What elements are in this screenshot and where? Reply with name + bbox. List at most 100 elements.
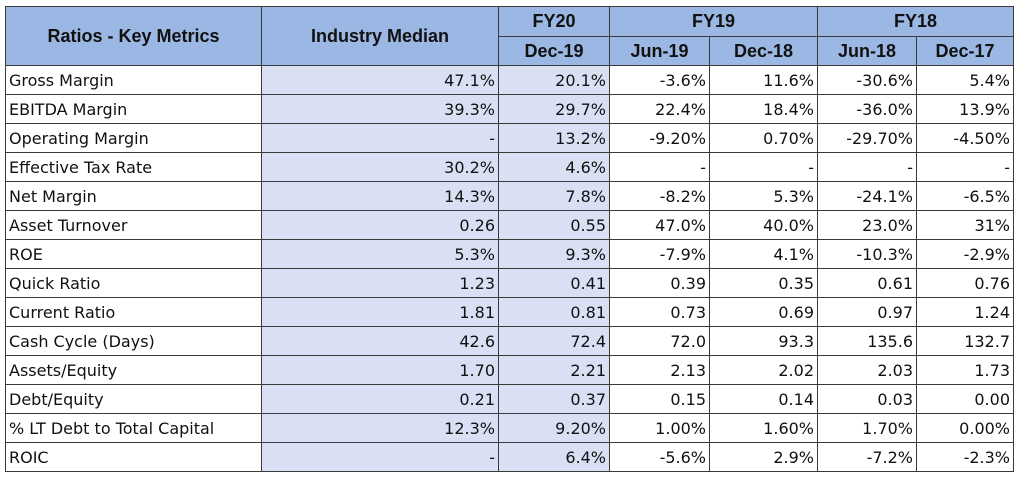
value-cell: 0.41: [498, 268, 610, 298]
value-cell: 72.4: [498, 326, 610, 356]
industry-median-cell: 42.6: [261, 326, 499, 356]
metric-label: EBITDA Margin: [5, 94, 262, 124]
value-cell: -36.0%: [817, 94, 917, 124]
metric-label: Net Margin: [5, 181, 262, 211]
header-period: Jun-19: [609, 36, 710, 66]
value-cell: 0.39: [609, 268, 710, 298]
value-cell: 9.20%: [498, 413, 610, 443]
value-cell: -7.9%: [609, 239, 710, 269]
value-cell: 0.00: [916, 384, 1014, 414]
industry-median-cell: 5.3%: [261, 239, 499, 269]
value-cell: -10.3%: [817, 239, 917, 269]
industry-median-cell: -: [261, 442, 499, 472]
value-cell: -5.6%: [609, 442, 710, 472]
metric-label: Assets/Equity: [5, 355, 262, 385]
value-cell: 0.97: [817, 297, 917, 327]
table-body: Gross Margin 47.1% 20.1% -3.6% 11.6% -30.6% 5.…: [5, 65, 1014, 472]
table-row: Net Margin 14.3% 7.8% -8.2% 5.3% -24.1% -6.5%: [5, 181, 1014, 211]
value-cell: 0.70%: [709, 123, 818, 153]
header-industry-median: Industry Median: [261, 6, 499, 66]
value-cell: 0.37: [498, 384, 610, 414]
industry-median-cell: 14.3%: [261, 181, 499, 211]
table-row: Operating Margin -13.2% -9.20% 0.70% -29.70%…: [5, 123, 1014, 153]
value-cell: 135.6: [817, 326, 917, 356]
value-cell: -7.2%: [817, 442, 917, 472]
value-cell: 40.0%: [709, 210, 818, 240]
value-cell: 0.69: [709, 297, 818, 327]
industry-median-cell: 0.26: [261, 210, 499, 240]
value-cell: 0.61: [817, 268, 917, 298]
table-row: Cash Cycle (Days) 42.6 72.4 72.0 93.3 135.6 13…: [5, 326, 1014, 356]
value-cell: 1.70%: [817, 413, 917, 443]
value-cell: 29.7%: [498, 94, 610, 124]
value-cell: -4.50%: [916, 123, 1014, 153]
metric-label: Cash Cycle (Days): [5, 326, 262, 356]
value-cell: -9.20%: [609, 123, 710, 153]
value-cell: 2.13: [609, 355, 710, 385]
value-cell: 5.4%: [916, 65, 1014, 95]
value-cell: 23.0%: [817, 210, 917, 240]
value-cell: 0.35: [709, 268, 818, 298]
header-fy18: FY18: [817, 6, 1014, 37]
value-cell: 0.03: [817, 384, 917, 414]
value-cell: 1.24: [916, 297, 1014, 327]
value-cell: -: [609, 152, 710, 182]
value-cell: 13.2%: [498, 123, 610, 153]
value-cell: 47.0%: [609, 210, 710, 240]
key-metrics-table: Ratios - Key Metrics Industry Median FY2…: [5, 6, 1014, 472]
metric-label: Effective Tax Rate: [5, 152, 262, 182]
value-cell: 0.73: [609, 297, 710, 327]
header-row-periods: Dec-19 Jun-19 Dec-18 Jun-18 Dec-17: [6, 36, 1014, 66]
industry-median-cell: 30.2%: [261, 152, 499, 182]
value-cell: -2.3%: [916, 442, 1014, 472]
table-header: Ratios - Key Metrics Industry Median FY2…: [5, 6, 1014, 66]
table-row: Asset Turnover 0.26 0.55 47.0% 40.0% 23.0% 31%: [5, 210, 1014, 240]
header-fy19: FY19: [609, 6, 818, 37]
table-row: Gross Margin 47.1% 20.1% -3.6% 11.6% -30.6% 5.…: [5, 65, 1014, 95]
value-cell: -8.2%: [609, 181, 710, 211]
table-row: Assets/Equity 1.70 2.21 2.13 2.02 2.03 1.73: [5, 355, 1014, 385]
value-cell: 13.9%: [916, 94, 1014, 124]
value-cell: -2.9%: [916, 239, 1014, 269]
industry-median-cell: 0.21: [261, 384, 499, 414]
value-cell: 2.21: [498, 355, 610, 385]
industry-median-cell: 12.3%: [261, 413, 499, 443]
value-cell: 1.60%: [709, 413, 818, 443]
table-row: EBITDA Margin 39.3% 29.7% 22.4% 18.4% -36.0% 1…: [5, 94, 1014, 124]
value-cell: 0.15: [609, 384, 710, 414]
value-cell: 1.73: [916, 355, 1014, 385]
header-fy20: FY20: [498, 6, 610, 37]
value-cell: -6.5%: [916, 181, 1014, 211]
table-row: ROIC -6.4% -5.6% 2.9% -7.2% -2.3%: [5, 442, 1014, 472]
value-cell: 18.4%: [709, 94, 818, 124]
value-cell: 72.0: [609, 326, 710, 356]
value-cell: 1.00%: [609, 413, 710, 443]
value-cell: -: [817, 152, 917, 182]
metric-label: Asset Turnover: [5, 210, 262, 240]
metric-label: Quick Ratio: [5, 268, 262, 298]
value-cell: 2.03: [817, 355, 917, 385]
header-period: Dec-18: [709, 36, 818, 66]
value-cell: -24.1%: [817, 181, 917, 211]
value-cell: -30.6%: [817, 65, 917, 95]
metric-label: ROE: [5, 239, 262, 269]
value-cell: 0.76: [916, 268, 1014, 298]
table-row: Debt/Equity 0.21 0.37 0.15 0.14 0.03 0.00: [5, 384, 1014, 414]
table-row: % LT Debt to Total Capital 12.3% 9.20% 1.00…: [5, 413, 1014, 443]
value-cell: 7.8%: [498, 181, 610, 211]
table-row: ROE 5.3% 9.3% -7.9% 4.1% -10.3% -2.9%: [5, 239, 1014, 269]
header-period: Jun-18: [817, 36, 917, 66]
header-metric: Ratios - Key Metrics: [5, 6, 262, 66]
header-period: Dec-19: [498, 36, 610, 66]
value-cell: 0.55: [498, 210, 610, 240]
metric-label: % LT Debt to Total Capital: [5, 413, 262, 443]
value-cell: 4.1%: [709, 239, 818, 269]
industry-median-cell: 47.1%: [261, 65, 499, 95]
header-row-fiscal-years: Ratios - Key Metrics Industry Median FY2…: [5, 6, 1014, 66]
value-cell: 9.3%: [498, 239, 610, 269]
value-cell: 4.6%: [498, 152, 610, 182]
metric-label: Debt/Equity: [5, 384, 262, 414]
value-cell: 0.00%: [916, 413, 1014, 443]
metric-label: ROIC: [5, 442, 262, 472]
value-cell: -: [709, 152, 818, 182]
